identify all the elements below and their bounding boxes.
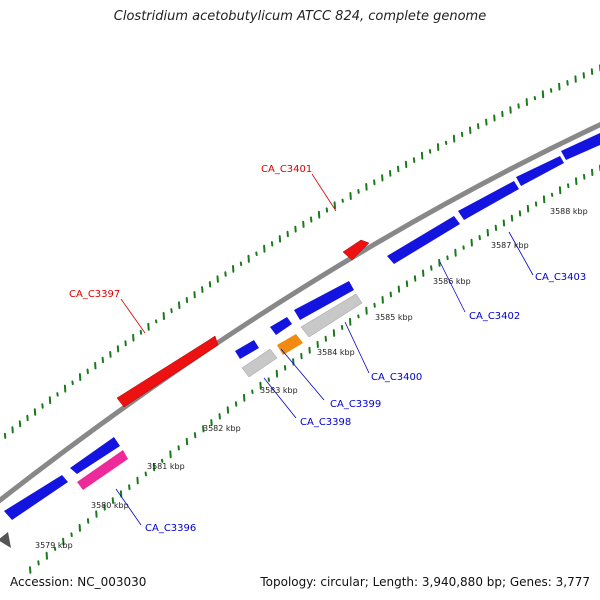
label-ca-c3402: CA_C3402 [469, 311, 520, 322]
tick-label: 3585 kbp [375, 313, 413, 322]
genome-backbone [0, 121, 600, 504]
gene-unlabeled-2[interactable] [4, 475, 68, 520]
tick-label: 3583 kbp [260, 386, 298, 395]
map-title: Clostridium acetobutylicum ATCC 824, com… [113, 9, 487, 24]
gene-unlabeled-5[interactable] [270, 317, 292, 335]
accession-label: Accession: NC_003030 [10, 575, 147, 589]
gene-ca-c3402[interactable] [387, 216, 460, 264]
tick-label: 3582 kbp [203, 424, 241, 433]
tick-label: 3580 kbp [91, 501, 129, 510]
gene-ca-c3399[interactable] [277, 334, 303, 355]
gene-ca-c3401[interactable] [342, 239, 370, 261]
gene-ca-c3397[interactable] [116, 335, 219, 408]
label-ca-c3403: CA_C3403 [535, 272, 586, 283]
gene-unlabeled-4[interactable] [235, 340, 259, 359]
label-ca-c3396: CA_C3396 [145, 523, 196, 534]
gc-track-outer [3, 64, 600, 439]
kbp-tick-labels: 3579 kbp 3580 kbp 3581 kbp 3582 kbp 3583… [35, 207, 588, 550]
gene-unlabeled-1[interactable] [0, 532, 11, 548]
gene-ca-c3396[interactable] [77, 450, 128, 490]
label-ca-c3400: CA_C3400 [371, 372, 422, 383]
gene-ca-c3398[interactable] [241, 348, 278, 378]
gene-unlabeled-7[interactable] [458, 181, 519, 220]
gene-unlabeled-3[interactable] [70, 437, 120, 474]
label-ca-c3397: CA_C3397 [69, 289, 120, 300]
tick-label: 3588 kbp [550, 207, 588, 216]
label-ca-c3398: CA_C3398 [300, 417, 351, 428]
tick-label: 3579 kbp [35, 541, 73, 550]
tick-label: 3581 kbp [147, 462, 185, 471]
gene-unlabeled-6[interactable] [294, 281, 354, 320]
tick-label: 3587 kbp [491, 241, 529, 250]
tick-label: 3584 kbp [317, 348, 355, 357]
label-ca-c3401: CA_C3401 [261, 164, 312, 175]
gene-unlabeled-8[interactable] [561, 133, 600, 160]
tick-label: 3586 kbp [433, 277, 471, 286]
topology-label: Topology: circular; Length: 3,940,880 bp… [260, 575, 590, 589]
gene-ca-c3400[interactable] [300, 293, 363, 338]
label-ca-c3399: CA_C3399 [330, 399, 381, 410]
label-leaders [115, 173, 534, 526]
gc-track-inner [29, 164, 600, 574]
gene-ca-c3403[interactable] [516, 156, 564, 186]
